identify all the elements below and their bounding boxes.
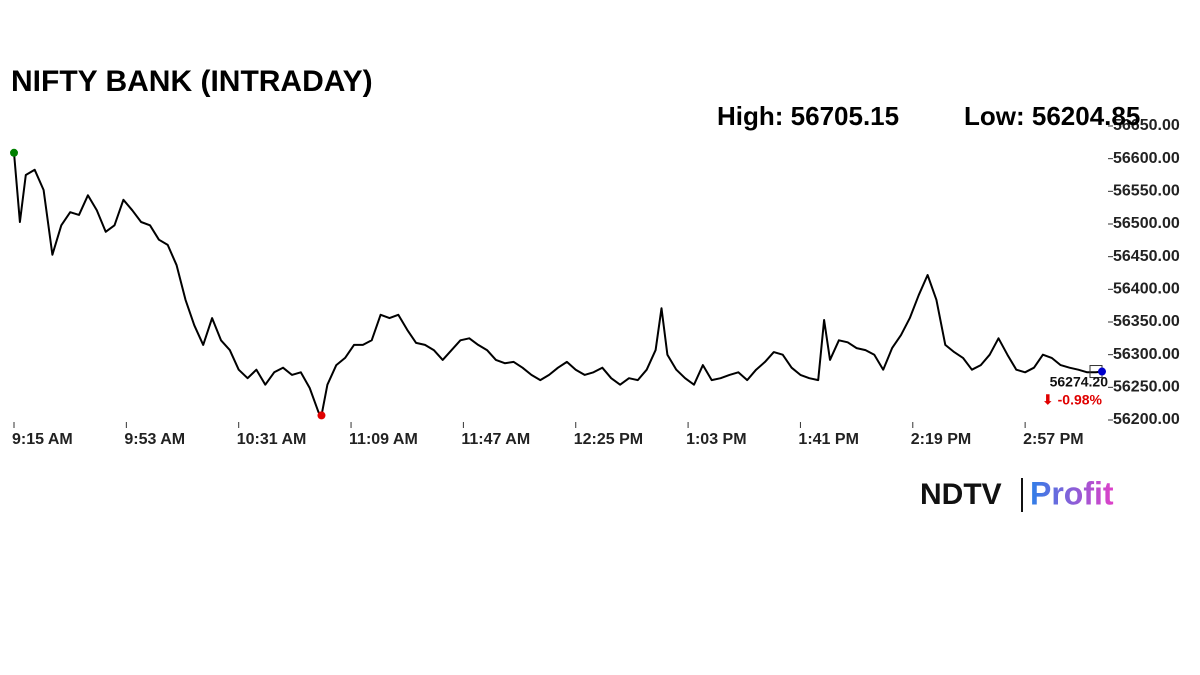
x-tick-label: 2:19 PM (911, 431, 971, 448)
plot: 56200.00 56250.00 56300.00 56350.00 56400.00… (10, 117, 1180, 448)
y-tick-label: 56450.00 (1113, 248, 1180, 265)
y-tick-label: 56200.00 (1113, 411, 1180, 428)
x-tick-label: 11:47 AM (461, 431, 530, 448)
y-tick-label: 56550.00 (1113, 183, 1180, 200)
x-tick-label: 12:25 PM (574, 431, 643, 448)
y-tick-label: 56500.00 (1113, 215, 1180, 232)
y-tick-label: 56300.00 (1113, 346, 1180, 363)
logo-product: Profit (1030, 475, 1114, 511)
price-line (13, 152, 1103, 417)
y-tick-label: 56600.00 (1113, 150, 1180, 167)
x-tick-label: 10:31 AM (237, 431, 307, 448)
x-tick-label: 11:09 AM (349, 431, 418, 448)
x-tick-label: 9:15 AM (12, 431, 73, 448)
change-label: ⬇ -0.98% (1042, 392, 1103, 408)
logo-brand: NDTV (920, 478, 1002, 511)
low-label: Low: 56204.85 (964, 101, 1140, 131)
y-tick-label: 56250.00 (1113, 379, 1180, 396)
chart-title: NIFTY BANK (INTRADAY) (11, 65, 373, 98)
end-marker (1098, 367, 1106, 376)
last-price: 56274.20 (1050, 374, 1109, 390)
x-tick-label: 9:53 AM (124, 431, 185, 448)
x-tick-label: 2:57 PM (1023, 431, 1083, 448)
start-marker (10, 148, 18, 157)
x-tick-label: 1:41 PM (798, 431, 858, 448)
y-tick-label: 56350.00 (1113, 313, 1180, 330)
y-tick-label: 56650.00 (1113, 117, 1180, 134)
x-tick-label: 1:03 PM (686, 431, 746, 448)
y-tick-label: 56400.00 (1113, 281, 1180, 298)
low-marker (317, 411, 326, 420)
high-label: High: 56705.15 (717, 101, 899, 131)
